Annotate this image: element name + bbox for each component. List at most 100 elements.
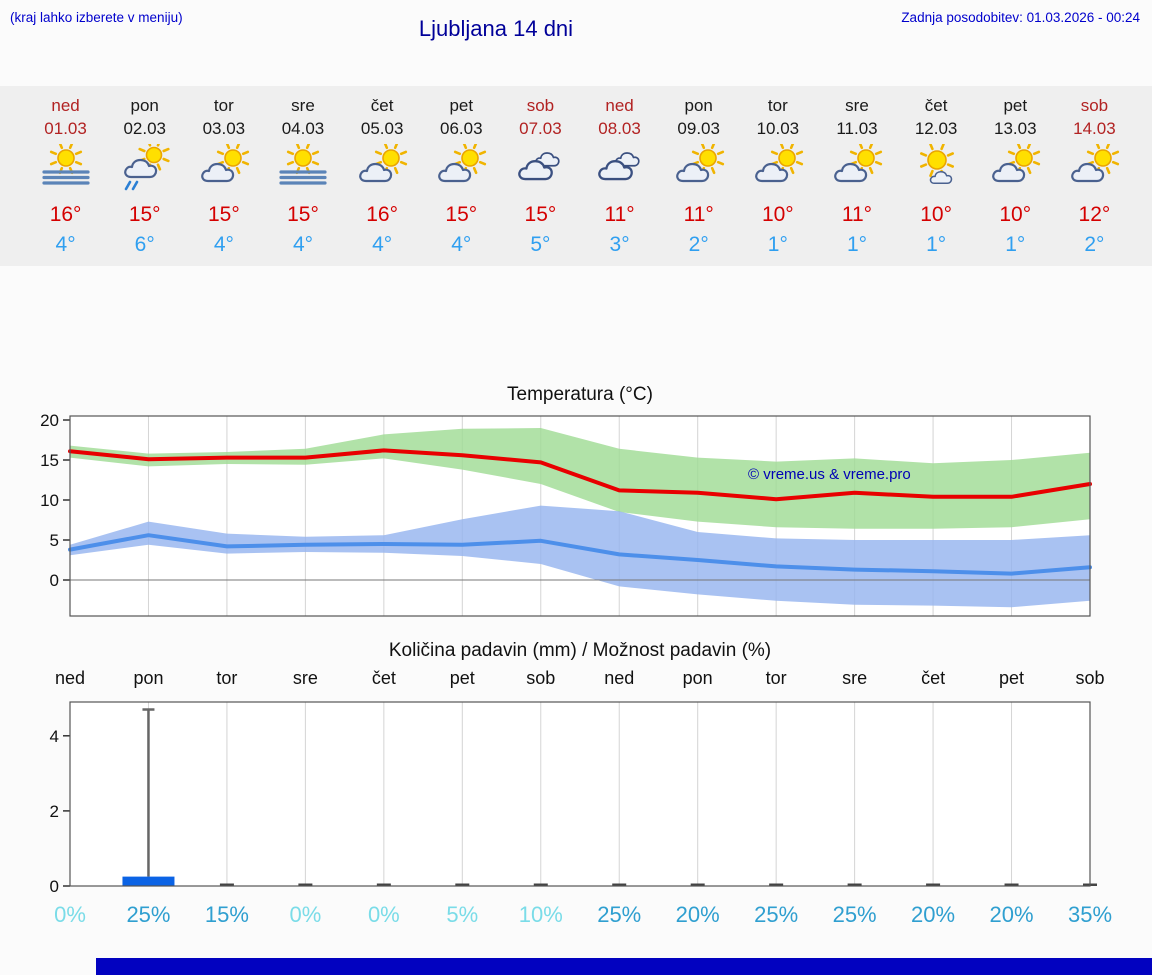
- cloudy-icon: [580, 144, 659, 196]
- day-date: 13.03: [993, 119, 1037, 138]
- temp-min-range-band: [70, 505, 1090, 608]
- zero-precip-mark: [455, 883, 470, 886]
- forecast-day-12: pet 13.03 10° 1°: [976, 94, 1055, 256]
- precip-day-label: tor: [766, 668, 787, 688]
- forecast-strip: ned 01.03 16° 4° pon 02.03 15° 6° tor 03.03 15° 4° s…: [0, 86, 1152, 266]
- precip-probability: 25%: [754, 902, 798, 927]
- zero-precip-mark: [219, 883, 234, 886]
- sun-cloud-icon: [422, 144, 501, 196]
- temp-max: 15°: [524, 203, 557, 226]
- cloudy-icon: [501, 144, 580, 196]
- temp-max: 10°: [999, 203, 1032, 226]
- temp-min: 2°: [1084, 233, 1105, 256]
- precip-probability: 0%: [368, 902, 400, 927]
- temp-max: 15°: [207, 203, 240, 226]
- sun-cloud-icon: [659, 144, 738, 196]
- sun-fog-icon: [263, 144, 342, 196]
- temp-y-label: 20: [40, 411, 59, 430]
- day-name: pon: [130, 96, 159, 115]
- temp-min: 4°: [451, 233, 472, 256]
- forecast-day-2: tor 03.03 15° 4°: [184, 94, 263, 256]
- day-name: ned: [51, 96, 80, 115]
- temperature-chart-title: Temperatura (°C): [507, 384, 653, 405]
- temp-max: 11°: [841, 203, 873, 226]
- temp-max: 15°: [445, 203, 478, 226]
- day-name: sre: [845, 96, 869, 115]
- precipitation-plot: ned pon tor sre čet pet sob ned pon tor sre čet pet s…: [50, 668, 1112, 927]
- precip-probability: 15%: [205, 902, 249, 927]
- zero-precip-mark: [847, 883, 862, 886]
- day-date: 03.03: [202, 119, 246, 138]
- day-name: sob: [1080, 96, 1109, 115]
- temp-max: 15°: [287, 203, 319, 226]
- day-name: tor: [213, 96, 234, 115]
- forecast-day-0: ned 01.03 16° 4°: [26, 94, 105, 256]
- temp-max: 10°: [761, 203, 794, 226]
- temperature-section: Temperatura (°C) 0 5 10 15 20 © vreme.us & v…: [0, 384, 1152, 622]
- temp-min: 2°: [688, 233, 709, 256]
- sun-fog-icon: [26, 144, 105, 196]
- precip-y-label: 4: [50, 727, 59, 746]
- topbar: (kraj lahko izberete v meniju) Ljubljana…: [0, 0, 1152, 46]
- forecast-day-7: ned 08.03 11° 3°: [580, 94, 659, 256]
- temp-min: 5°: [530, 233, 551, 256]
- precip-day-label: sre: [293, 668, 318, 688]
- day-date: 11.03: [836, 119, 878, 138]
- zero-precip-mark: [690, 883, 705, 886]
- precip-day-label: sre: [842, 668, 867, 688]
- forecast-day-4: čet 05.03 16° 4°: [343, 94, 422, 256]
- temp-min: 6°: [134, 233, 155, 256]
- day-name: čet: [924, 96, 948, 115]
- precip-day-label: čet: [921, 668, 945, 688]
- precip-day-label: sob: [1075, 668, 1104, 688]
- temp-min: 4°: [292, 233, 314, 256]
- temperature-plot: 0 5 10 15 20: [40, 411, 1092, 617]
- precip-day-label: pet: [999, 668, 1024, 688]
- temp-y-label: 0: [50, 571, 59, 590]
- precipitation-chart-title: Količina padavin (mm) / Možnost padavin …: [388, 640, 772, 661]
- precip-bar: [122, 876, 175, 886]
- temp-max: 16°: [49, 203, 82, 226]
- temp-y-label: 5: [50, 531, 59, 550]
- sun-cloud-icon: [976, 144, 1055, 196]
- forecast-day-9: tor 10.03 10° 1°: [738, 94, 817, 256]
- sun-cloud-icon: [738, 144, 817, 196]
- precip-probability: 0%: [289, 902, 321, 927]
- zero-precip-mark: [926, 883, 941, 886]
- precip-probability: 10%: [519, 902, 563, 927]
- day-name: pet: [449, 96, 474, 115]
- precip-probability: 25%: [833, 902, 877, 927]
- day-date: 06.03: [440, 119, 483, 138]
- forecast-day-11: čet 12.03 10° 1°: [897, 94, 976, 256]
- day-date: 10.03: [756, 119, 800, 138]
- zero-precip-mark: [612, 883, 627, 886]
- day-date: 05.03: [360, 119, 404, 138]
- footer-bar: [96, 958, 1152, 975]
- precip-day-label: sob: [526, 668, 555, 688]
- forecast-day-5: pet 06.03 15° 4°: [422, 94, 501, 256]
- day-date: 01.03: [44, 119, 87, 138]
- precip-probability: 5%: [446, 902, 478, 927]
- temp-min: 3°: [609, 233, 630, 256]
- precip-probability: 25%: [597, 902, 641, 927]
- menu-hint: (kraj lahko izberete v meniju): [10, 10, 183, 25]
- temp-max: 12°: [1078, 203, 1111, 226]
- temp-max: 11°: [604, 203, 635, 226]
- forecast-day-10: sre 11.03 11° 1°: [817, 94, 896, 256]
- temp-y-label: 10: [40, 491, 59, 510]
- forecast-day-6: sob 07.03 15° 5°: [501, 94, 580, 256]
- last-update: Zadnja posodobitev: 01.03.2026 - 00:24: [901, 10, 1140, 25]
- forecast-day-1: pon 02.03 15° 6°: [105, 94, 184, 256]
- temp-min: 1°: [926, 233, 947, 256]
- sun-small-cloud-icon: [897, 144, 976, 196]
- temp-max: 11°: [683, 203, 714, 226]
- precip-probability: 20%: [990, 902, 1034, 927]
- precip-day-label: čet: [372, 668, 396, 688]
- day-date: 02.03: [123, 119, 166, 138]
- watermark: © vreme.us & vreme.pro: [748, 466, 911, 483]
- precip-day-label: tor: [216, 668, 237, 688]
- forecast-day-8: pon 09.03 11° 2°: [659, 94, 738, 256]
- forecast-day-3: sre 04.03 15° 4°: [263, 94, 342, 256]
- temp-min: 1°: [846, 233, 868, 256]
